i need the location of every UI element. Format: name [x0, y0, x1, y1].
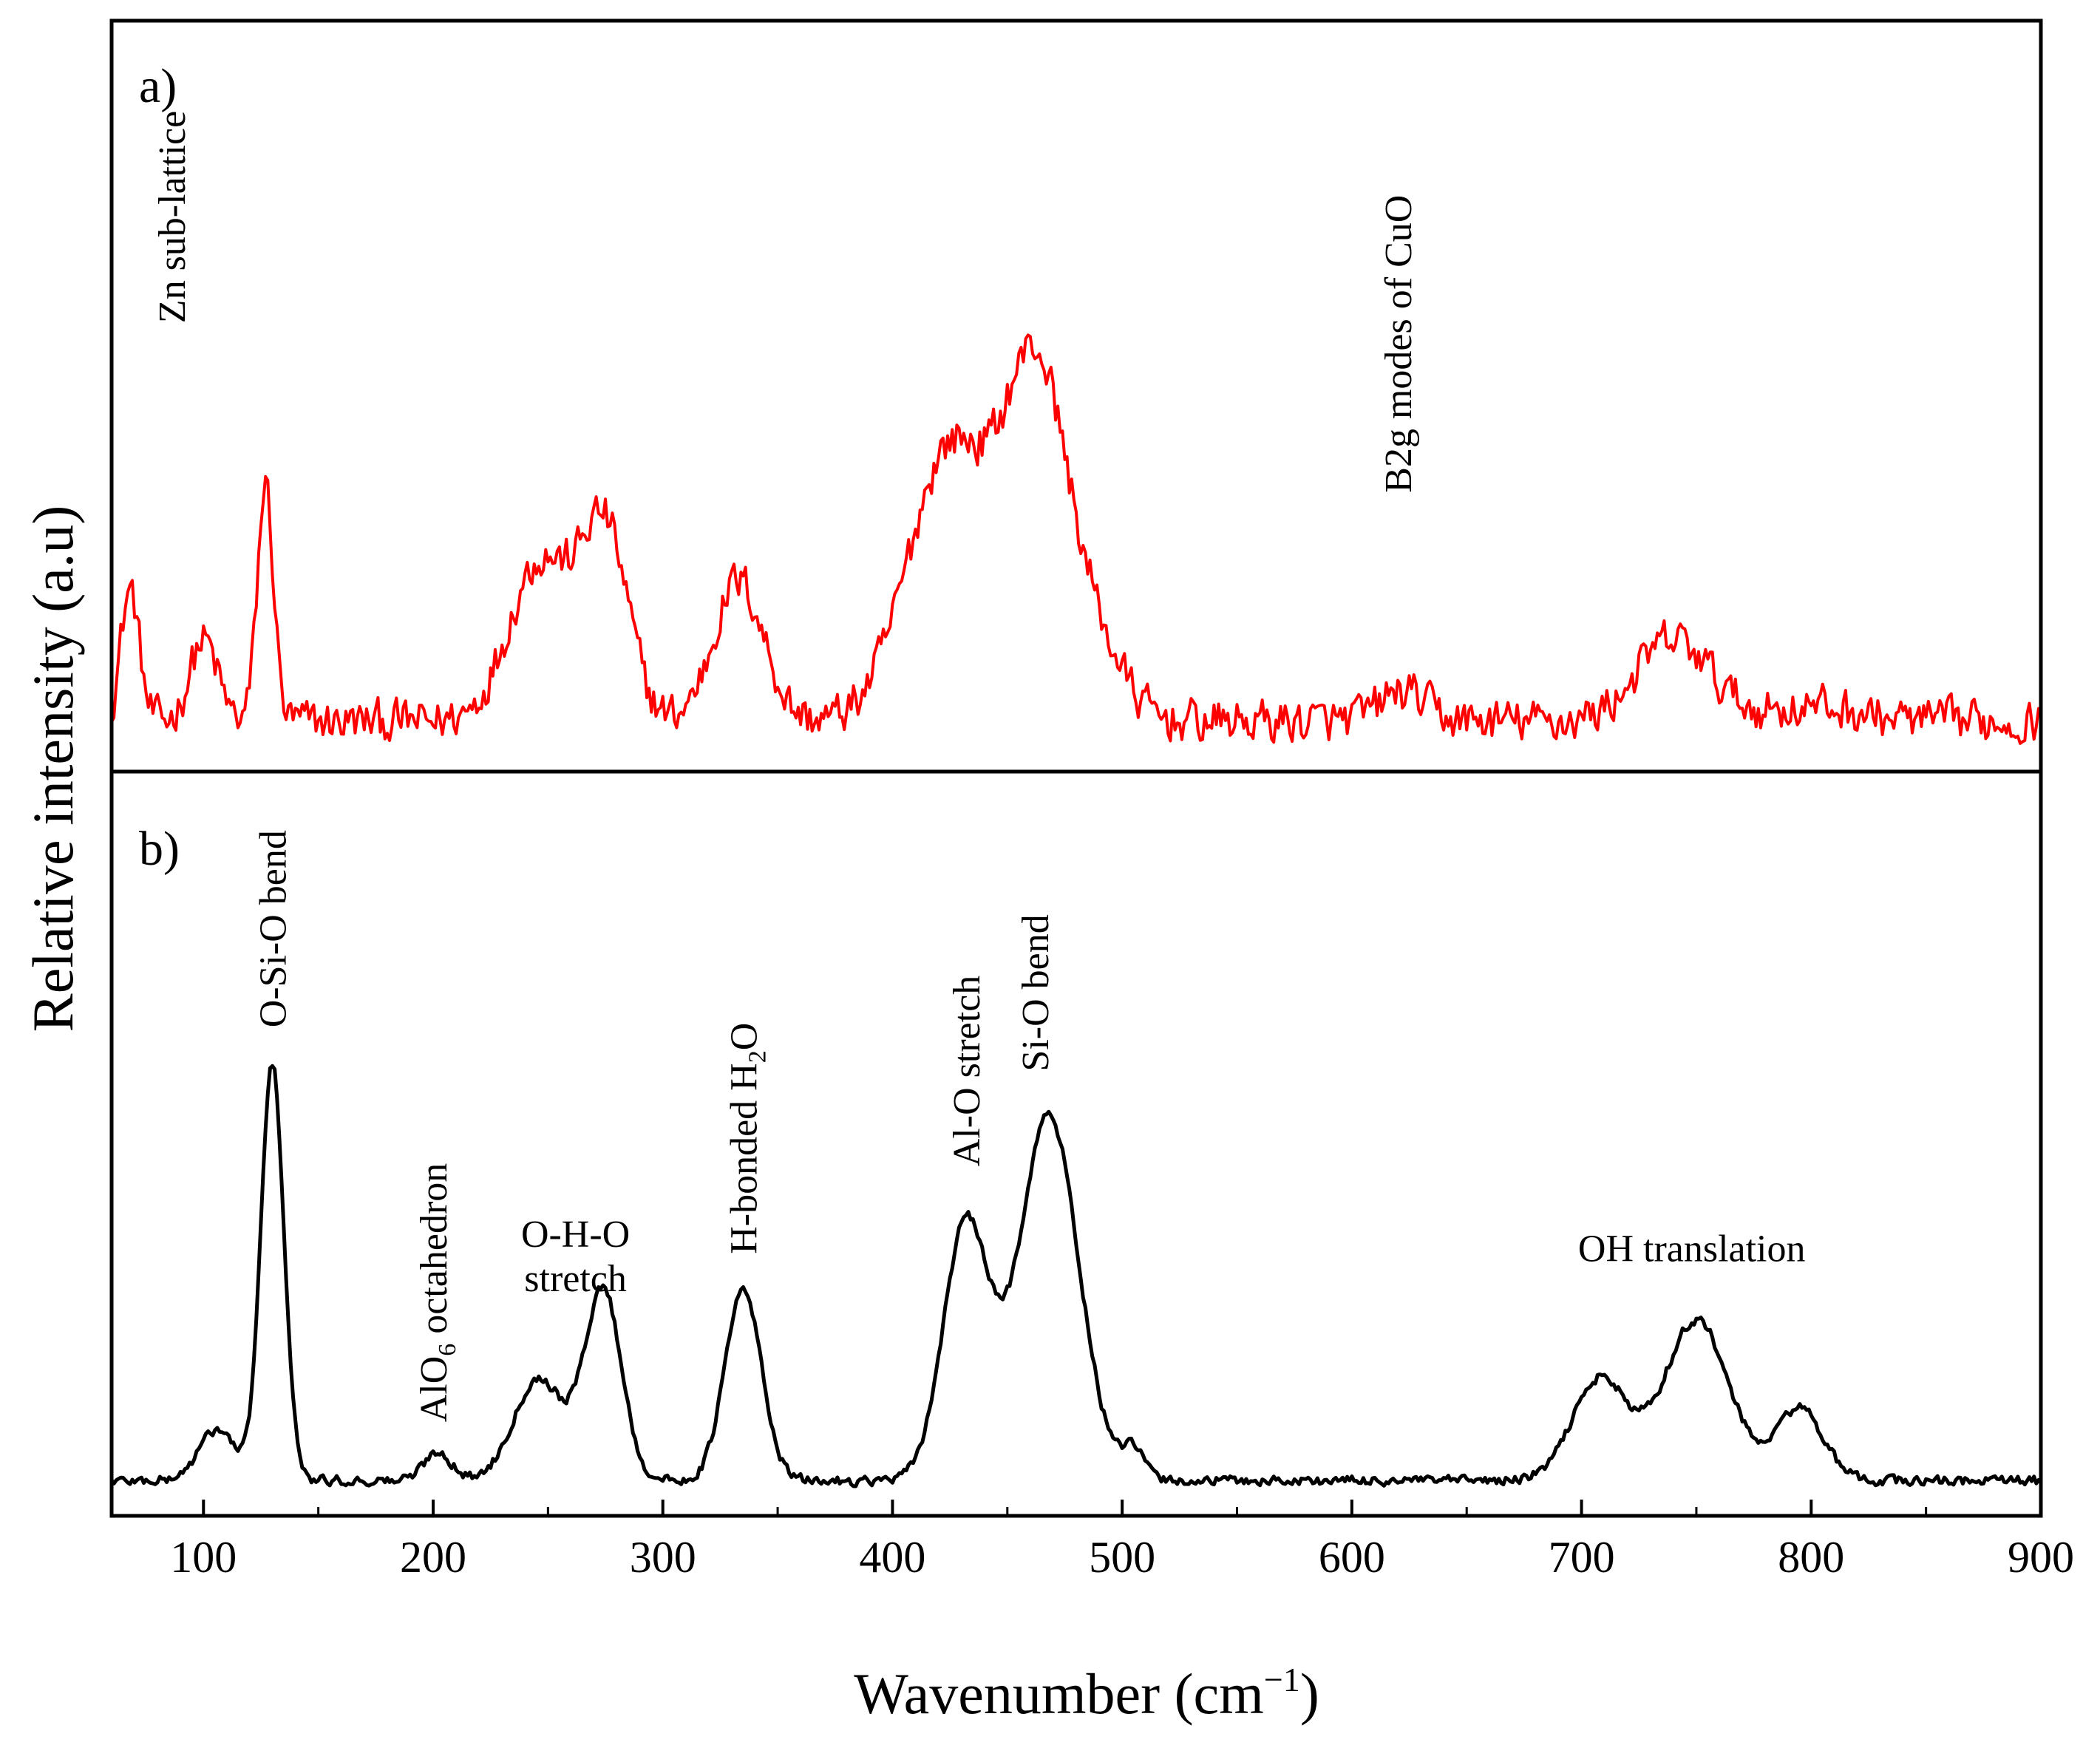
annotation-h-bonded-h2o-sub: 2 [744, 1050, 772, 1063]
annotation-al-o-stretch: Al-O stretch [946, 976, 988, 1166]
x-tick-label-800: 800 [1778, 1533, 1844, 1582]
annotation-alo6-octahedron-sub: 6 [434, 1344, 461, 1356]
plot-area [109, 333, 2042, 1488]
annotation-zn-sub-lattice: Zn sub-lattice [152, 111, 194, 323]
annotation-o-h-o-stretch: O-H-O stretch [521, 1214, 630, 1300]
annotation-alo6-octahedron-text2: octahedron [413, 1163, 455, 1344]
annotation-b2g-modes-cuo: B2g modes of CuO [1378, 195, 1420, 493]
annotation-oh-translation: OH translation [1578, 1228, 1806, 1270]
annotation-si-o-bend-text: Si-O bend [1015, 914, 1057, 1071]
x-axis-title: Wavenumber (cm−1) [854, 1661, 1319, 1726]
y-axis-title: Relative intensity (a.u) [21, 506, 85, 1032]
annotation-alo6-octahedron: AlO6 octahedron [413, 1163, 461, 1423]
panel-a-tag: a) [139, 59, 177, 113]
x-axis-title-sup: −1 [1264, 1661, 1300, 1698]
x-axis: 100 200 300 400 500 600 700 800 900 [170, 1500, 2074, 1582]
series-line-panel-a [110, 333, 2042, 745]
annotation-o-h-o-stretch-text2: stretch [524, 1258, 627, 1300]
annotation-h-bonded-h2o-text2: O [724, 1023, 766, 1051]
annotation-alo6-octahedron-text: AlO [413, 1356, 455, 1423]
x-axis-title-close: ) [1300, 1661, 1319, 1726]
panel-b-tag: b) [139, 822, 180, 876]
x-tick-label-400: 400 [859, 1533, 925, 1582]
plot-frame [109, 18, 2043, 1518]
annotation-o-h-o-stretch-text: O-H-O [521, 1214, 630, 1256]
annotation-zn-sub-lattice-text: Zn sub-lattice [152, 111, 194, 323]
x-tick-label-300: 300 [630, 1533, 696, 1582]
x-tick-label-100: 100 [170, 1533, 237, 1582]
x-tick-label-600: 600 [1319, 1533, 1385, 1582]
x-axis-title-base: Wavenumber (cm [854, 1661, 1264, 1726]
annotation-h-bonded-h2o: H-bonded H2O [724, 1023, 772, 1254]
annotation-o-si-o-bend-text: O-Si-O bend [253, 830, 295, 1027]
x-tick-label-200: 200 [400, 1533, 466, 1582]
x-tick-label-900: 900 [2008, 1533, 2074, 1582]
annotations: Zn sub-lattice B2g modes of CuO O-Si-O ben… [152, 111, 1806, 1422]
annotation-al-o-stretch-text: Al-O stretch [946, 976, 988, 1166]
x-tick-label-500: 500 [1089, 1533, 1155, 1582]
annotation-b2g-modes-cuo-text: B2g modes of CuO [1378, 195, 1420, 493]
x-tick-label-700: 700 [1549, 1533, 1615, 1582]
annotation-oh-translation-text: OH translation [1578, 1228, 1806, 1270]
series-line-panel-b [109, 1064, 2042, 1488]
annotation-si-o-bend: Si-O bend [1015, 914, 1057, 1071]
annotation-o-si-o-bend: O-Si-O bend [253, 830, 295, 1027]
annotation-h-bonded-h2o-text: H-bonded H [724, 1063, 766, 1254]
